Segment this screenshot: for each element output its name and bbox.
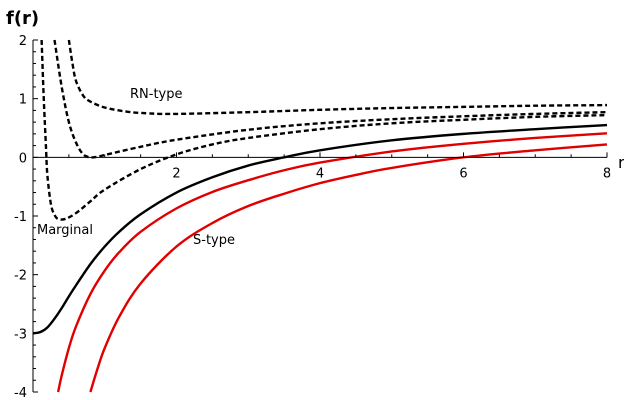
series-line-2 [53,39,608,159]
y-axis-title: f(r) [6,8,39,29]
y-tick-label: -2 [14,269,27,284]
series-line-5 [56,132,608,393]
x-tick-label: 2 [172,166,180,181]
x-tick-label: 4 [316,166,324,181]
series-line-4 [32,123,608,335]
x-axis-title: r [618,153,624,172]
axes-layer [32,40,607,392]
annotation-marginal: Marginal [37,223,93,238]
y-tick-label: -4 [14,386,27,400]
y-tick-label: 2 [19,34,27,49]
y-tick-label: -3 [14,327,27,342]
ticks-layer: 2 4 6 8 2 1 0 -1 -2 -3 -4 [14,34,611,400]
curves-layer [32,39,608,393]
y-tick-label: 1 [19,93,27,108]
y-tick-label: -1 [14,210,27,225]
series-line-6 [89,143,608,393]
y-tick-label: 0 [19,151,27,166]
x-tick-label: 6 [459,166,467,181]
annotation-s-type: S-type [193,233,235,248]
series-line-1 [67,39,608,116]
x-tick-label: 8 [603,166,611,181]
series-line-3 [40,39,608,221]
annotation-rn-type: RN-type [130,87,183,102]
